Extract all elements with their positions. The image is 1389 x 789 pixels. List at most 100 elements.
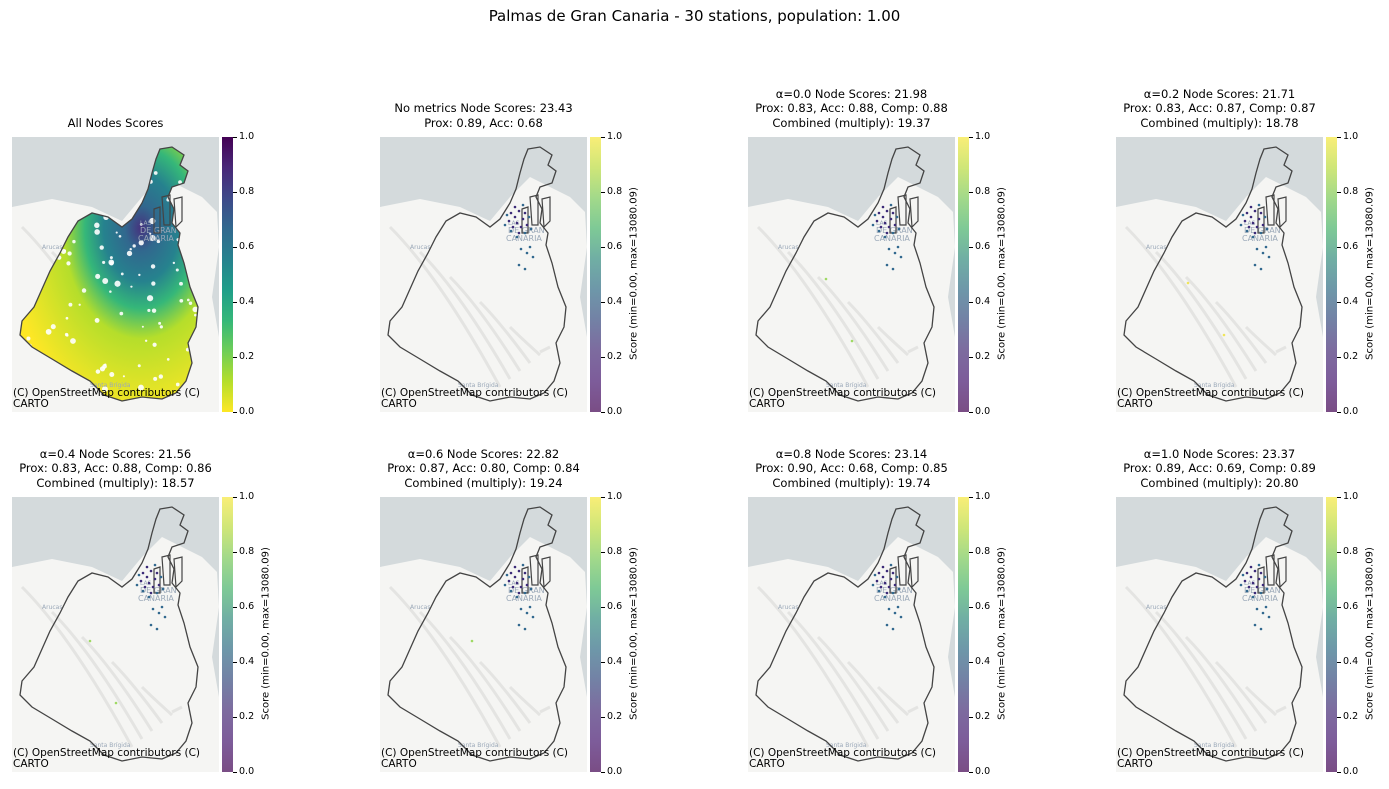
heat-gap [99,245,104,250]
map-axes: Arucas LAS DE GRAN CANARIA Santa Brígida (C) … [12,497,219,772]
station-point [1249,215,1253,219]
colorbar-tick-label: 0.4 [239,656,255,667]
land-background [748,177,955,412]
basemap-road [1154,250,1248,380]
land-background [1116,537,1323,772]
basemap-label: LAS [140,580,152,587]
colorbar-tick-label: 0.2 [975,351,991,362]
colorbar-label: Score (min=0.00, max=13080.09) [1364,186,1376,360]
map-axes: Arucas LAS DE GRAN CANARIA Santa Brígida (C) … [380,137,587,412]
colorbar-tick-mark [233,357,237,358]
attribution-line: (C) OpenStreetMap contributors (C) [1117,387,1305,399]
station-point [885,231,889,235]
colorbar-tick-label: 0.6 [239,241,255,252]
heat-gap [179,281,183,286]
station-point [529,227,533,231]
colorbar-tick-mark [233,662,237,663]
station-point [1265,587,1269,591]
colorbar-label: Score (min=0.00, max=13080.09) [628,546,640,720]
colorbar-tick-label: 0.0 [239,406,255,417]
subplot-title-line: α=0.6 Node Scores: 22.82 [407,446,560,461]
station-point [519,225,523,229]
station-point [871,223,875,227]
basemap-road [508,325,542,357]
heat-gap [158,374,164,379]
station-point [1247,225,1251,229]
station-point [891,211,895,215]
heat-gap [166,358,170,361]
station-point [1239,583,1243,587]
station-point [145,575,149,579]
subplot-title-line: Prox: 0.89, Acc: 0.69, Comp: 0.89 [1123,461,1316,475]
station-point [521,217,525,221]
station-point-outlier [88,639,92,643]
colorbar-tick-label: 0.2 [239,711,255,722]
basemap-label: LAS [1244,580,1256,587]
station-point [1241,573,1245,577]
map-axes: Arucas LAS DE GRAN CANARIA Santa Brígida (C) … [380,497,587,772]
heat-gap [72,239,76,244]
station-point [527,575,531,579]
station-point [877,211,881,215]
station-point [877,229,881,233]
colorbar-tick-mark [233,497,237,498]
heat-gap [172,261,176,265]
heat-gap [138,240,144,246]
station-point [515,235,519,239]
basemap-label: Arucas [778,604,798,611]
station-point [511,585,515,589]
colorbar-tick-label: 0.4 [975,656,991,667]
subplot-title-line: α=0.0 Node Scores: 21.98 [775,86,928,101]
station-point [525,583,529,587]
subplot-title: α=0.6 Node Scores: 22.82 Prox: 0.87, Acc:… [340,447,627,491]
station-point [885,263,889,267]
colorbar-tick-mark [969,247,973,248]
station-point [887,585,891,589]
station-point [881,565,885,569]
colorbar-tick-label: 0.4 [975,296,991,307]
basemap-road [1275,345,1287,354]
station-point [891,231,895,235]
basemap-road [1124,225,1238,388]
heat-gap [99,366,106,372]
heat-gap [115,231,118,234]
colorbar-tick-mark [601,497,605,498]
subplot-title-line: Combined (multiply): 18.78 [1140,115,1299,130]
colorbar-tick-label: 0.8 [607,186,623,197]
station-point [871,583,875,587]
colorbar-tick-label: 0.0 [1343,406,1359,417]
station-point-outlier [470,639,474,643]
station-point [881,575,885,579]
basemap-label: LAS [508,220,520,227]
subplot-title-line: Prox: 0.83, Acc: 0.88, Comp: 0.88 [755,101,948,115]
heat-gap [101,386,108,393]
map-attribution: (C) OpenStreetMap contributors (C) CARTO [749,748,936,770]
basemap-label: LAS [508,580,520,587]
station-point [1259,591,1263,595]
heat-gap [70,338,76,344]
colorbar-tick-label: 0.6 [975,241,991,252]
heat-gap [175,382,180,387]
map-attribution: (C) OpenStreetMap contributors (C) CARTO [749,388,936,410]
colorbar-tick-label: 0.8 [607,546,623,557]
colorbar-tick-mark [969,717,973,718]
station-point [157,611,161,615]
basemap-road [756,225,870,388]
heat-gap [153,171,158,175]
basemap-road [846,660,900,724]
basemap-label: LAS [876,580,888,587]
attribution-line: (C) OpenStreetMap contributors (C) [749,387,937,399]
colorbar-gradient [590,497,601,772]
station-point [163,615,167,619]
subplot-title-line: All Nodes Scores [67,115,164,130]
station-point [515,581,519,585]
station-point [149,623,153,627]
figure-title: Palmas de Gran Canaria - 30 stations, po… [488,7,901,25]
colorbar-tick-mark [969,412,973,413]
basemap-label: LAS [876,220,888,227]
station-point [523,627,527,631]
colorbar-tick-label: 0.2 [975,711,991,722]
basemap-label: CANARIA [1242,594,1278,603]
station-point [1251,581,1255,585]
basemap-label: Santa Brígida [1194,382,1235,389]
